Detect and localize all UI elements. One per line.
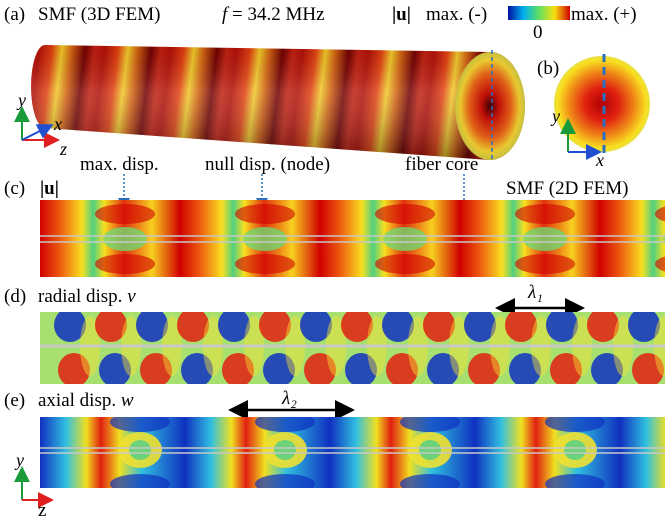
field-blob <box>235 204 295 224</box>
panel-label: (a) <box>4 4 25 25</box>
axis-arrow <box>21 124 54 141</box>
axis-label: z <box>38 500 46 519</box>
axis-label: y <box>16 90 26 110</box>
field-blob <box>263 353 295 384</box>
field-blob <box>468 353 500 384</box>
title-symbol: w <box>121 390 134 411</box>
field-blob <box>550 353 582 384</box>
field-blob <box>110 474 170 488</box>
field-blob <box>95 254 155 274</box>
field-blob <box>545 474 605 488</box>
axis-label: x <box>595 150 604 170</box>
field-blob <box>505 312 537 342</box>
field-blob <box>400 417 460 432</box>
field-blob <box>255 474 315 488</box>
field-blob <box>655 256 665 272</box>
colorbar-min-label: max. (-) <box>426 4 487 25</box>
field-blob <box>383 227 427 251</box>
field-blob <box>304 353 336 384</box>
field-blob <box>587 312 619 342</box>
field-blob <box>509 353 541 384</box>
wavelength-label: λ₂ <box>281 388 297 409</box>
field-blob <box>515 204 575 224</box>
field-blob <box>375 204 435 224</box>
field-blob <box>136 312 168 342</box>
panel-label: (c) <box>4 178 25 199</box>
panel-label: (e) <box>4 390 25 411</box>
field-blob <box>218 312 250 342</box>
field-blob <box>177 312 209 342</box>
panel-title: SMF (2D FEM) <box>506 178 628 199</box>
field-blob <box>259 312 291 342</box>
fiber-end-cap <box>455 52 525 160</box>
title-text: axial disp. <box>38 390 116 411</box>
field-blob <box>419 440 441 460</box>
field-blob <box>386 353 418 384</box>
field-blob <box>129 440 151 460</box>
field-blob <box>181 353 213 384</box>
field-blob <box>515 254 575 274</box>
field-blob <box>95 204 155 224</box>
field-blob <box>300 312 332 342</box>
field-blob <box>235 254 295 274</box>
field-blob <box>54 312 86 342</box>
field-blob <box>274 440 296 460</box>
field-blob <box>95 312 127 342</box>
field-blob <box>341 312 373 342</box>
title-text: radial disp. <box>38 286 122 307</box>
field-blob <box>632 353 664 384</box>
annotation: null disp. (node) <box>205 154 330 175</box>
field-blob <box>464 312 496 342</box>
field-blob <box>546 312 578 342</box>
field-blob <box>243 227 287 251</box>
colorbar <box>508 6 570 20</box>
annotation: fiber core <box>405 154 478 175</box>
field-blob <box>628 312 660 342</box>
field-blob <box>110 417 170 432</box>
colorbar-quantity: |u| <box>392 4 411 25</box>
field-blob <box>103 227 147 251</box>
panel-title: axial disp. w <box>38 390 134 411</box>
fiber-shading <box>31 45 526 160</box>
frequency-symbol: f <box>222 4 230 25</box>
field-blob <box>375 254 435 274</box>
field-features <box>110 417 605 488</box>
field-blob <box>255 417 315 432</box>
field-blob <box>382 312 414 342</box>
axis-label: y <box>14 450 24 470</box>
cross-section <box>554 56 650 152</box>
panel-label: (b) <box>537 58 559 79</box>
panel-title: SMF (3D FEM) <box>38 4 160 25</box>
panel-quantity: |u| <box>40 178 59 199</box>
field-blob <box>655 206 665 222</box>
wavelength-label: λ₁ <box>527 282 543 303</box>
field-blob <box>99 353 131 384</box>
field-blob <box>591 353 623 384</box>
title-symbol: v <box>127 286 136 307</box>
annotation: max. disp. <box>80 154 159 175</box>
axis-label: z <box>59 139 67 159</box>
field-blob <box>58 353 90 384</box>
frequency: f = 34.2 MHz <box>222 4 325 25</box>
field-blob <box>523 227 567 251</box>
axis-label: x <box>53 114 62 134</box>
axis-label: y <box>550 106 560 126</box>
field-blob <box>545 417 605 432</box>
frequency-value: = 34.2 MHz <box>232 4 325 25</box>
panel-title: radial disp. v <box>38 286 136 307</box>
colorbar-max-label: max. (+) <box>571 4 637 25</box>
field-blob <box>222 353 254 384</box>
field-blob <box>427 353 459 384</box>
field-blob <box>564 440 586 460</box>
field-features <box>95 204 665 274</box>
panel-label: (d) <box>4 286 26 307</box>
field-blob <box>140 353 172 384</box>
field-blob <box>400 474 460 488</box>
field-blob <box>345 353 377 384</box>
colorbar-zero-label: 0 <box>533 22 543 43</box>
field-blob <box>423 312 455 342</box>
